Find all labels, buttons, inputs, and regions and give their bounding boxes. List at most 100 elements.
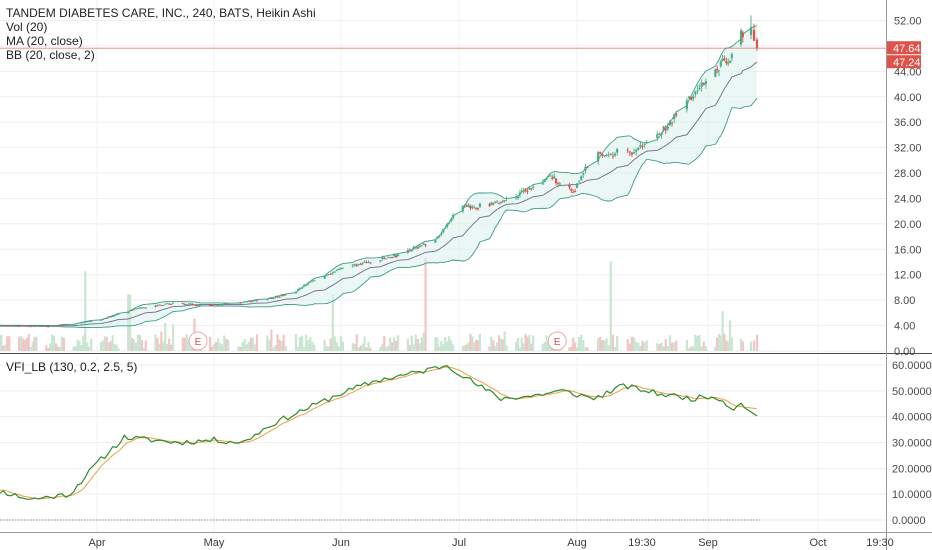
- vfi-pane-bg[interactable]: [0, 355, 886, 533]
- candle-body: [8, 325, 11, 327]
- candle: [162, 304, 165, 306]
- candle: [276, 296, 279, 298]
- price-axis[interactable]: 52.0048.0044.0040.0036.0032.0028.0024.00…: [894, 16, 922, 359]
- candle-body: [434, 239, 437, 243]
- candle: [105, 317, 108, 319]
- volume-bar: [499, 338, 502, 351]
- candle-body: [227, 303, 230, 305]
- candle: [605, 153, 608, 158]
- candle: [189, 302, 192, 305]
- candle-body: [616, 148, 619, 153]
- candle-body: [387, 256, 390, 258]
- candle: [501, 199, 504, 203]
- candle-body: [687, 96, 691, 99]
- candle-body: [444, 227, 447, 229]
- volume-bar: [584, 347, 587, 351]
- time-axis[interactable]: Apr May Jun Jul Aug 19:30 Sep Oct 19:30: [88, 537, 893, 549]
- candle-body: [25, 325, 28, 327]
- volume-bar: [440, 340, 443, 351]
- candle-body: [4, 325, 7, 327]
- candle-body: [613, 153, 617, 156]
- candle: [82, 321, 85, 324]
- candle: [132, 308, 136, 311]
- volume-bar: [54, 343, 58, 351]
- candle: [723, 55, 726, 62]
- candle-body: [209, 304, 212, 306]
- vfi-signal-line: [0, 366, 758, 500]
- volume-bar: [132, 339, 136, 351]
- volume-bar: [461, 346, 464, 351]
- candle-body: [383, 257, 386, 259]
- candle: [21, 325, 24, 327]
- price-tick-label: 20.00: [894, 219, 922, 231]
- volume-bar: [276, 334, 279, 351]
- candle-body: [541, 182, 544, 185]
- candle-body: [739, 30, 743, 45]
- candle: [325, 274, 328, 277]
- candle: [363, 260, 366, 263]
- candle-body: [694, 91, 697, 95]
- volume-bar: [696, 335, 699, 351]
- volume-bar: [410, 335, 413, 351]
- time-tick-label: 19:30: [628, 537, 656, 549]
- candle-body: [582, 172, 585, 175]
- candle: [117, 313, 120, 315]
- candle: [573, 188, 577, 193]
- volume-bar: [490, 336, 493, 351]
- candle-body: [723, 58, 726, 60]
- volume-bar: [298, 336, 302, 351]
- volume-bar: [170, 344, 173, 351]
- candle-body: [704, 81, 707, 85]
- candle-body: [191, 303, 194, 305]
- ma-line: [0, 61, 758, 327]
- candle: [603, 155, 606, 158]
- candle: [107, 316, 110, 319]
- volume-bar: [394, 340, 398, 351]
- candle: [216, 304, 220, 307]
- price-tick-label: 16.00: [894, 244, 922, 256]
- candle-body: [359, 263, 362, 265]
- volume-bar: [714, 346, 717, 351]
- candle: [88, 321, 91, 323]
- vfi-axis[interactable]: 60.0000 50.0000 40.0000 30.0000 20.0000 10.00…: [892, 360, 932, 527]
- candle-body: [305, 285, 308, 287]
- price-tick-label: 52.00: [894, 16, 922, 28]
- candle-body: [58, 324, 62, 326]
- volume-bar: [270, 329, 273, 351]
- price-tick-label: 32.00: [894, 143, 922, 155]
- price-tick-label: 0.00: [894, 346, 915, 358]
- candle-body: [698, 88, 701, 90]
- candle: [446, 222, 449, 229]
- volume-bar: [19, 336, 23, 351]
- earnings-marker[interactable]: E: [547, 331, 567, 351]
- earnings-marker[interactable]: E: [188, 331, 208, 351]
- candle-body: [381, 257, 384, 260]
- candle: [601, 152, 604, 159]
- candle-body: [554, 178, 558, 184]
- candle: [584, 164, 587, 174]
- candle: [471, 204, 474, 210]
- volume-bar: [80, 345, 83, 351]
- candle: [408, 248, 411, 252]
- volume-bar: [115, 344, 118, 351]
- volume-bar: [339, 336, 343, 351]
- volume-bar: [243, 338, 246, 351]
- volume-bar: [219, 343, 222, 351]
- candle: [613, 151, 617, 158]
- candle: [497, 202, 501, 205]
- candle: [45, 325, 48, 327]
- candle-body: [662, 126, 665, 131]
- candle-body: [692, 96, 695, 99]
- candle: [727, 58, 730, 67]
- volume-bar: [420, 337, 423, 351]
- candle-body: [335, 269, 339, 271]
- candle-body: [251, 300, 255, 302]
- volume-bar: [641, 341, 644, 351]
- candle-body: [241, 301, 244, 303]
- time-tick-label: Jun: [332, 537, 350, 549]
- candle: [303, 283, 306, 288]
- volume-bar: [0, 335, 3, 351]
- candle-body: [394, 255, 398, 258]
